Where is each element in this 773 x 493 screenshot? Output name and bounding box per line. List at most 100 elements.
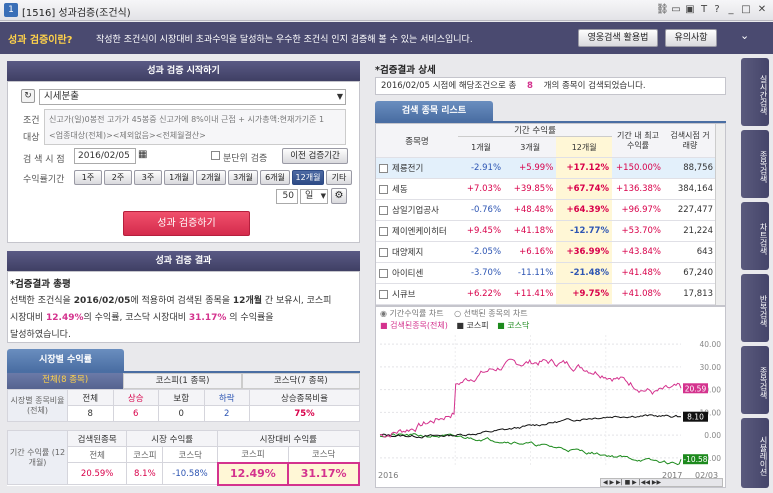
- chart-nav-bar[interactable]: ◀ ▶ ▶| ■ ▶ |◀◀ ▶▶: [600, 478, 723, 487]
- summary-line-2: 시장대비 12.49%의 수익률, 코스닥 시장대비 31.17% 의 수익률을: [10, 310, 274, 323]
- ratio-header: 전체: [67, 389, 114, 406]
- list-tab[interactable]: 검색 종목 리스트: [375, 101, 493, 121]
- legend-kospi: ■ 코스피: [456, 321, 489, 330]
- legend-kosdaq: ■ 코스닥: [497, 321, 530, 330]
- side-tab-simulation[interactable]: 시뮬레이션: [741, 418, 769, 488]
- detail-info-text: 2016/02/05 시점에 해당조건으로 총: [381, 81, 517, 91]
- summary-title: *검증결과 총평: [10, 279, 71, 290]
- period-2m[interactable]: 2개월: [196, 170, 226, 185]
- list-scrollbar[interactable]: [715, 124, 725, 305]
- run-verify-button[interactable]: 성과 검증하기: [123, 211, 250, 236]
- summary-line-1: 선택한 조건식을 2016/02/05에 적용하여 검색된 종목을 12개월 간…: [10, 293, 331, 306]
- end-value-label: -10.58: [683, 455, 707, 464]
- return-1m: -2.91%: [458, 157, 505, 179]
- prev-period-button[interactable]: 이전 검증기간: [282, 148, 348, 164]
- volume: 67,240: [664, 262, 716, 284]
- stock-row[interactable]: 대양제지 -2.05% +6.16% +36.99% +43.84% 643: [376, 241, 716, 263]
- calendar-icon[interactable]: ▦: [138, 149, 148, 160]
- period-other[interactable]: 기타: [326, 170, 352, 185]
- side-tab-stock-search[interactable]: 종목검색: [741, 130, 769, 198]
- return-3m: +11.41%: [504, 283, 557, 305]
- col-period-return: 기간 수익률: [458, 124, 612, 137]
- rise-ratio-value: 75%: [249, 405, 360, 422]
- row-checkbox[interactable]: [379, 269, 388, 278]
- row-checkbox[interactable]: [379, 185, 388, 194]
- end-value-label: 8.10: [687, 413, 704, 422]
- summary-text: 의 수익률, 코스닥 시장대비: [83, 313, 187, 323]
- return-chart: 40.00 30.00 20.00 10.00 0.00 -10.00 20.59 8.10 -…: [379, 335, 721, 467]
- stock-row[interactable]: 삼일기업공사 -0.76% +48.48% +64.39% +96.97% 227,477: [376, 199, 716, 221]
- condition-refresh-icon[interactable]: ↻: [21, 89, 35, 103]
- return-1m: +9.45%: [458, 220, 505, 242]
- stock-name: 세동: [392, 185, 408, 195]
- period-1m[interactable]: 1개월: [164, 170, 194, 185]
- link-icon[interactable]: ⛓: [656, 4, 669, 15]
- row-checkbox[interactable]: [379, 290, 388, 299]
- maximize-icon[interactable]: □: [741, 4, 751, 15]
- start-panel: ↻ 시세분출 ▼ 조건 대상 신고가(일)0봉전 고가가 45봉중 신고가에 8…: [7, 81, 360, 243]
- row-checkbox[interactable]: [379, 248, 388, 257]
- period-3w[interactable]: 3주: [134, 170, 162, 185]
- row-checkbox[interactable]: [379, 206, 388, 215]
- day-unit-select[interactable]: 일 ▼: [300, 189, 328, 204]
- minimize-icon[interactable]: _: [728, 4, 734, 15]
- close-icon[interactable]: ✕: [757, 4, 767, 15]
- x-label-start: 2016: [378, 471, 399, 480]
- list-tab-divider: [375, 121, 726, 123]
- radio-period-return[interactable]: ◉ 기간수익률 차트: [380, 309, 444, 318]
- radio-selected-stock[interactable]: ○ 선택된 종목의 차트: [454, 309, 528, 318]
- volume: 88,756: [664, 157, 716, 179]
- stock-name-cell: 삼일기업공사: [376, 199, 458, 221]
- gear-icon[interactable]: ⚙: [331, 188, 347, 204]
- period-1w[interactable]: 1주: [74, 170, 102, 185]
- stock-name-cell: 시큐브: [376, 283, 458, 305]
- market-return-tab[interactable]: 시장별 수익률: [7, 349, 124, 371]
- side-tab-stock-search-2[interactable]: 종목검색: [741, 346, 769, 414]
- search-date-input[interactable]: 2016/02/05: [74, 148, 136, 164]
- sub-tabs: 전체(8 종목) 코스피(1 종목) 코스닥(7 종목): [7, 373, 360, 389]
- row-checkbox[interactable]: [379, 164, 388, 173]
- search-date-label: 검 색 시 점: [23, 155, 65, 165]
- day-count-input[interactable]: 50: [276, 189, 298, 204]
- stock-row[interactable]: 제룡전기 -2.91% +5.99% +17.12% +150.00% 88,756: [376, 157, 716, 179]
- max-return: +24.82%: [612, 304, 664, 305]
- market-ratio-table: 시장별 종목비율 (전체) 전체 상승 보합 하락 상승종목비율 8 6 0 2…: [7, 389, 360, 422]
- stock-row[interactable]: 세동 +7.03% +39.85% +67.74% +136.38% 384,164: [376, 178, 716, 200]
- return-1m: -2.05%: [458, 241, 505, 263]
- stock-row[interactable]: 경인전자-1.72%+2.70%+2.95%+24.82%1,434: [376, 304, 716, 305]
- ratio-value: 6: [112, 405, 159, 422]
- return-12m: +2.95%: [556, 304, 612, 305]
- video-guide-button[interactable]: 영웅검색 활용법: [578, 29, 658, 47]
- text-icon[interactable]: T: [700, 4, 708, 15]
- condition-select[interactable]: 시세분출 ▼: [39, 89, 346, 105]
- period-2w[interactable]: 2주: [104, 170, 132, 185]
- kospi-excess-value: 12.49%: [216, 461, 290, 486]
- stock-row[interactable]: 아이티센 -3.70% -11.11% -21.48% +41.48% 67,240: [376, 262, 716, 284]
- side-tab-chart-search[interactable]: 차트검색: [741, 202, 769, 270]
- period-3m[interactable]: 3개월: [228, 170, 258, 185]
- row-checkbox[interactable]: [379, 227, 388, 236]
- side-tab-realtime[interactable]: 실시간검색: [741, 58, 769, 126]
- help-icon[interactable]: ?: [714, 4, 720, 15]
- split-checkbox[interactable]: [211, 151, 220, 160]
- screen-icon[interactable]: ▣: [685, 4, 695, 15]
- period-12m[interactable]: 12개월: [292, 170, 324, 185]
- x-label-end: 02/03: [695, 471, 719, 480]
- return-value: -10.58%: [162, 462, 219, 485]
- info-banner: 성과 검증이란? 작성한 조건식이 시장대비 초과수익을 달성하는 우수한 조건…: [0, 22, 773, 54]
- notes-button[interactable]: 유의사항: [665, 29, 717, 47]
- window-title: [1516] 성과검증(조건식): [22, 8, 131, 19]
- minimize-tray-icon[interactable]: ▭: [671, 4, 681, 15]
- period-6m[interactable]: 6개월: [260, 170, 290, 185]
- sub-tab-all[interactable]: 전체(8 종목): [7, 373, 124, 389]
- summary-date: 2016/02/05: [73, 296, 131, 306]
- sub-tab-kosdaq[interactable]: 코스닥(7 종목): [241, 373, 360, 389]
- stock-name: 대양제지: [392, 248, 424, 258]
- sub-tab-kospi[interactable]: 코스피(1 종목): [123, 373, 242, 389]
- stock-row[interactable]: 제이엔케이히터 +9.45% +41.18% -12.77% +53.70% 21,224: [376, 220, 716, 242]
- banner-question: 성과 검증이란?: [8, 35, 73, 46]
- stock-row[interactable]: 시큐브 +6.22% +11.41% +9.75% +41.08% 17,813: [376, 283, 716, 305]
- day-unit-value: 일: [305, 191, 314, 201]
- collapse-chevron-icon[interactable]: ⌄: [740, 29, 750, 42]
- side-tab-repeat-search[interactable]: 반복검색: [741, 274, 769, 342]
